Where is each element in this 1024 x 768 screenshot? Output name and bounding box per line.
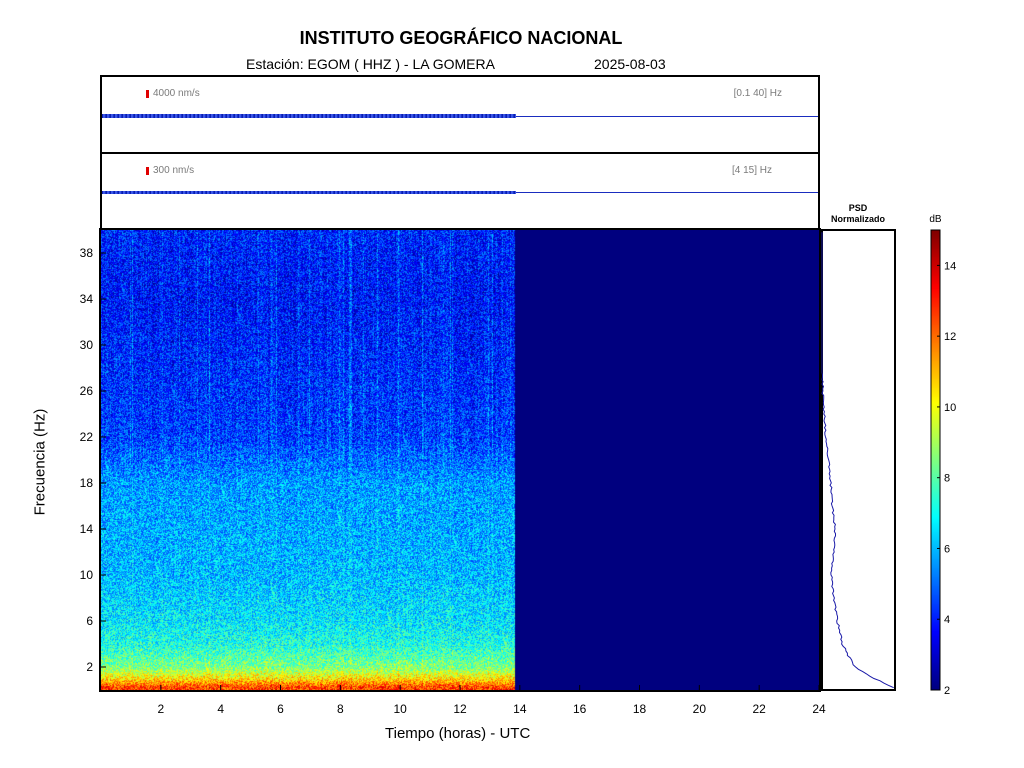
colorbar-tick-label: 6 — [944, 543, 950, 555]
colorbar-tick-label: 12 — [944, 331, 956, 343]
y-tick-label: 30 — [80, 338, 94, 352]
trace-band-label: [0.1 40] Hz — [733, 88, 782, 99]
psd-curve — [821, 232, 894, 689]
trace-scale-label: 300 nm/s — [153, 165, 195, 176]
spectrogram-frame — [99, 228, 821, 692]
psd-title-line2: Normalizado — [830, 214, 885, 224]
x-tick-label: 24 — [812, 702, 826, 716]
x-tick-label: 16 — [573, 702, 587, 716]
y-tick-label: 26 — [80, 384, 94, 398]
psd-title: PSD Normalizado — [820, 203, 896, 225]
psd-title-line1: PSD — [848, 203, 868, 213]
colorbar-tick-label: 14 — [944, 260, 956, 272]
seismic-trace — [102, 114, 516, 118]
x-tick-label: 6 — [277, 702, 284, 716]
colorbar-tick-label: 10 — [944, 402, 956, 414]
trace-panel-filtered: 300 nm/s [4 15] Hz — [100, 152, 820, 231]
spectrogram-heatmap — [101, 230, 819, 690]
x-tick-label: 12 — [453, 702, 467, 716]
colorbar-frame — [930, 229, 941, 691]
colorbar-unit: dB — [929, 214, 942, 225]
colorbar — [931, 230, 940, 690]
x-tick-label: 14 — [513, 702, 527, 716]
y-tick-label: 34 — [80, 292, 94, 306]
colorbar-tick-label: 8 — [944, 473, 950, 485]
y-tick-label: 6 — [86, 614, 93, 628]
y-tick-label: 18 — [80, 476, 94, 490]
scale-marker — [146, 90, 149, 98]
y-tick-label: 10 — [80, 568, 94, 582]
colorbar-tick-label: 4 — [944, 614, 950, 626]
trace-no-data-line — [516, 192, 818, 193]
x-tick-label: 2 — [157, 702, 164, 716]
x-tick-label: 22 — [752, 702, 766, 716]
x-tick-label: 18 — [633, 702, 647, 716]
station-label: Estación: EGOM ( HHZ ) - LA GOMERA — [246, 56, 495, 72]
x-tick-label: 8 — [337, 702, 344, 716]
psd-panel — [821, 229, 896, 691]
x-tick-label: 10 — [393, 702, 407, 716]
y-tick-label: 38 — [80, 246, 94, 260]
trace-scale-label: 4000 nm/s — [153, 88, 200, 99]
x-tick-label: 4 — [217, 702, 224, 716]
colorbar-tick-label: 2 — [944, 685, 950, 697]
x-tick-label: 20 — [693, 702, 707, 716]
y-tick-label: 2 — [86, 660, 93, 674]
date-label: 2025-08-03 — [594, 56, 666, 72]
x-axis-label: Tiempo (horas) - UTC — [385, 725, 531, 742]
y-tick-label: 14 — [80, 522, 94, 536]
seismic-trace — [102, 191, 516, 194]
scale-marker — [146, 167, 149, 175]
page-title: INSTITUTO GEOGRÁFICO NACIONAL — [299, 28, 623, 48]
trace-no-data-line — [516, 116, 818, 117]
trace-band-label: [4 15] Hz — [731, 165, 772, 176]
trace-panel-broadband: 4000 nm/s [0.1 40] Hz — [100, 75, 820, 154]
y-tick-label: 22 — [80, 430, 94, 444]
